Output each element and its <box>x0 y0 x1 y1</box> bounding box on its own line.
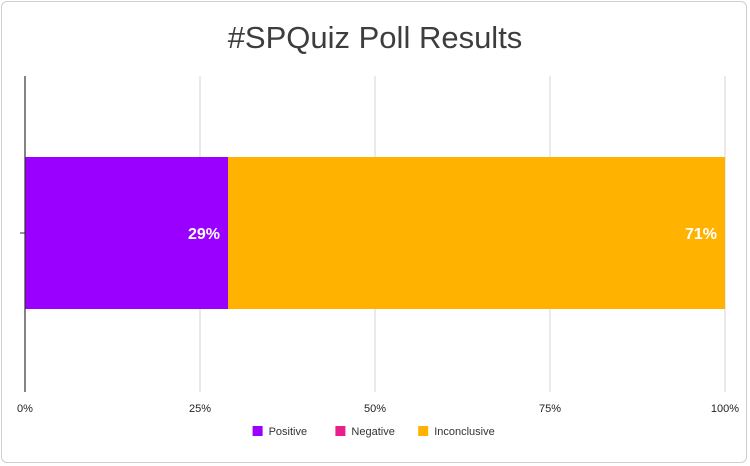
x-tick-label: 25% <box>189 403 211 415</box>
data-label-inconclusive: 71% <box>685 226 717 243</box>
bars <box>25 157 725 309</box>
x-tick-label: 75% <box>539 403 561 415</box>
axes <box>20 76 26 392</box>
x-tick-label: 100% <box>711 403 739 415</box>
legend-label: Positive <box>269 426 308 438</box>
legend-label: Negative <box>351 426 394 438</box>
legend-swatch <box>418 426 429 436</box>
bar-segment-positive <box>25 157 228 309</box>
data-label-positive: 29% <box>188 226 220 243</box>
bar-segment-inconclusive <box>228 157 725 309</box>
legend: Positive Negative Inconclusive <box>252 426 495 438</box>
legend-item-positive: Positive <box>252 426 308 438</box>
legend-swatch <box>335 426 346 436</box>
data-labels: 29% 71% <box>188 226 717 243</box>
x-tick-labels: 0% 25% 50% 75% 100% <box>17 403 739 415</box>
legend-item-inconclusive: Inconclusive <box>418 426 495 438</box>
legend-label: Inconclusive <box>434 426 495 438</box>
x-tick-label: 50% <box>364 403 386 415</box>
chart-title: #SPQuiz Poll Results <box>227 20 523 55</box>
x-tick-label: 0% <box>17 403 33 415</box>
legend-swatch <box>252 426 263 436</box>
legend-item-negative: Negative <box>335 426 395 438</box>
